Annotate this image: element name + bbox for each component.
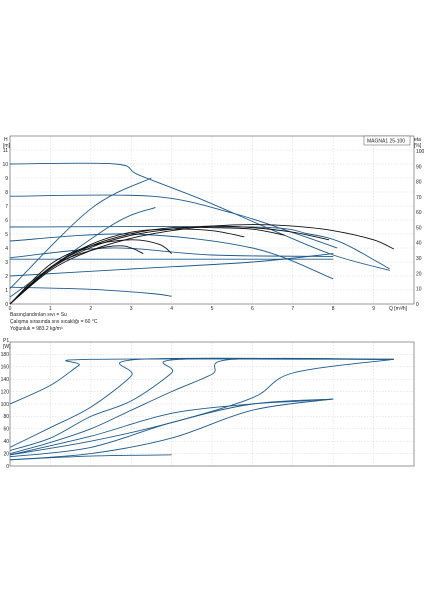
x-tick-label: 3 [130,306,133,312]
power-curve [9,398,334,456]
temperature-note: Çalışma sırasında sıvı sıcaklığı = 60 °C [10,319,98,325]
right-y-tick-label: 20 [416,271,422,277]
right-y-tick-label: 10 [416,287,422,293]
y-tick-label: 120 [1,389,10,395]
power-axis-unit: [W] [3,344,11,350]
x-tick-label: 2 [89,306,92,312]
power-curve [9,358,394,405]
y-tick-label: 80 [3,414,9,420]
power-curve [9,357,394,451]
y-tick-label: 140 [1,377,10,383]
right-y-tick-label: 70 [416,195,422,201]
efficiency-curve [9,239,172,305]
density-note: Yoğunluk = 983.2 kg/m³ [10,326,63,332]
y-tick-label: 2 [5,274,8,280]
y-tick-label: 40 [3,439,9,445]
fluid-note: Basınçlandırılan sıvı = Su [10,312,67,318]
y-tick-label: 0 [5,302,8,308]
y-tick-label: 11 [3,148,8,154]
power-chart: 0 20 40 60 80 100 120 140 160 180 P1 [W] [1,338,415,470]
head-chart-frame [9,135,415,305]
y-tick-label: 20 [3,451,9,457]
power-curve [9,358,394,456]
power-curve [9,398,334,461]
head-curve [9,177,152,289]
head-efficiency-chart: 0 1 2 3 4 5 6 7 8 9012345678910110102030405060708… [2,135,424,312]
x-axis-label: Q [m³/h] [389,306,408,312]
right-y-tick-label: 100 [416,149,424,155]
left-axis-label-h: H [4,137,8,143]
efficiency-curve [9,245,144,305]
y-tick-label: 5 [5,232,8,238]
model-label-box [363,135,411,146]
y-tick-label: 7 [5,204,8,210]
y-tick-label: 9 [5,176,8,182]
x-tick-label: 6 [251,306,254,312]
head-curve [9,247,334,259]
y-tick-label: 160 [1,365,10,371]
right-y-tick-label: 60 [416,210,422,216]
y-tick-label: 8 [5,190,8,196]
power-curves [9,357,394,461]
x-tick-label: 9 [372,306,375,312]
y-tick-label: 4 [5,246,8,252]
right-axis-label-eta: eta [414,137,421,143]
y-tick-label: 100 [1,402,10,408]
power-chart-tick-labels: 0 20 40 60 80 100 120 140 160 180 [1,352,10,470]
y-tick-label: 0 [6,464,9,470]
power-curve [9,398,334,458]
head-curve [9,253,334,277]
y-tick-label: 6 [5,218,8,224]
right-y-tick-label: 0 [416,302,419,308]
left-axis-label-unit: [m] [3,143,11,149]
x-tick-label: 5 [211,306,214,312]
y-tick-label: 180 [1,352,10,358]
power-curve [9,454,172,461]
x-tick-label: 0 [9,306,12,312]
y-tick-label: 3 [5,260,8,266]
x-tick-label: 4 [170,306,173,312]
chart-title: MAGNA1 25-100 [367,139,405,145]
x-tick-label: 1 [49,306,52,312]
head-curve [9,233,334,280]
power-curve [9,357,394,455]
power-chart-grid [9,342,414,467]
head-curve [9,162,390,271]
right-y-tick-label: 90 [416,164,422,170]
head-curves [9,162,390,298]
right-y-tick-label: 50 [416,225,422,231]
head-chart-tick-labels: 0 1 2 3 4 5 6 7 8 9012345678910110102030405060708… [2,148,424,312]
x-tick-label: 7 [291,306,294,312]
y-tick-label: 10 [2,162,8,168]
head-curve [9,226,390,270]
right-y-tick-label: 30 [416,256,422,262]
head-curve [9,194,338,249]
power-axis-label: P1 [3,338,9,344]
right-axis-label-unit: [%] [414,143,422,149]
head-curve [9,286,172,297]
right-y-tick-label: 40 [416,241,422,247]
efficiency-curves [9,224,394,305]
right-y-tick-label: 80 [416,180,422,186]
x-tick-label: 8 [332,306,335,312]
y-tick-label: 1 [5,288,8,294]
y-tick-label: 60 [3,427,9,433]
